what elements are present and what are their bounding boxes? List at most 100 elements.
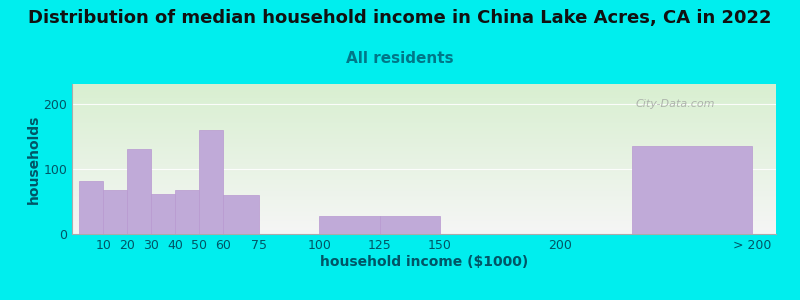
Bar — [72, 220, 776, 221]
Bar — [72, 159, 776, 160]
Bar — [72, 178, 776, 179]
Bar — [72, 198, 776, 199]
Bar — [72, 87, 776, 88]
Bar — [379, 216, 440, 234]
Bar — [72, 120, 776, 121]
Bar — [72, 143, 776, 144]
Bar — [72, 158, 776, 159]
Bar — [72, 210, 776, 211]
Bar — [72, 137, 776, 138]
Bar — [72, 219, 776, 220]
Bar — [72, 167, 776, 168]
Bar — [72, 155, 776, 156]
Bar — [72, 85, 776, 86]
Bar — [72, 121, 776, 122]
Bar — [72, 185, 776, 186]
Bar — [72, 130, 776, 131]
Bar — [72, 99, 776, 100]
Bar — [72, 208, 776, 209]
Bar — [72, 156, 776, 157]
Bar — [151, 194, 175, 234]
Bar — [72, 91, 776, 92]
Bar — [72, 230, 776, 231]
Bar — [72, 191, 776, 192]
Bar — [72, 128, 776, 129]
Bar — [72, 92, 776, 93]
Bar — [72, 94, 776, 95]
Bar — [72, 183, 776, 184]
Bar — [72, 84, 776, 85]
Bar — [72, 221, 776, 222]
Bar — [72, 118, 776, 119]
Bar — [72, 231, 776, 232]
Bar — [72, 138, 776, 139]
Bar — [72, 216, 776, 217]
Bar — [72, 96, 776, 97]
Bar — [72, 205, 776, 206]
Bar — [72, 209, 776, 210]
Bar — [72, 193, 776, 194]
Bar — [72, 134, 776, 135]
Bar — [72, 227, 776, 228]
Bar — [72, 160, 776, 161]
Bar — [72, 125, 776, 126]
Bar — [72, 194, 776, 195]
Bar — [72, 144, 776, 145]
Bar — [72, 181, 776, 182]
Bar — [72, 95, 776, 96]
Bar — [175, 190, 199, 234]
Bar — [72, 228, 776, 229]
Bar — [72, 207, 776, 208]
Bar — [72, 123, 776, 124]
Bar — [72, 217, 776, 218]
Bar — [72, 177, 776, 178]
Bar — [72, 141, 776, 142]
Bar — [72, 118, 776, 119]
Bar — [72, 215, 776, 216]
Bar — [72, 151, 776, 152]
Bar — [72, 139, 776, 140]
Bar — [72, 117, 776, 118]
Bar — [72, 107, 776, 108]
Bar — [72, 224, 776, 225]
Bar — [72, 152, 776, 153]
Bar — [79, 181, 103, 234]
Bar — [72, 174, 776, 175]
Bar — [72, 140, 776, 141]
Bar — [72, 188, 776, 189]
Bar — [72, 195, 776, 196]
Bar — [103, 190, 127, 234]
X-axis label: household income ($1000): household income ($1000) — [320, 255, 528, 268]
Bar — [72, 212, 776, 213]
Bar — [72, 162, 776, 163]
Bar — [72, 157, 776, 158]
Bar — [72, 184, 776, 185]
Bar — [72, 89, 776, 90]
Bar — [72, 170, 776, 171]
Bar — [72, 213, 776, 214]
Bar — [127, 149, 151, 234]
Bar — [72, 153, 776, 154]
Bar — [72, 186, 776, 187]
Bar — [72, 187, 776, 188]
Bar — [72, 180, 776, 181]
Bar — [223, 195, 259, 234]
Bar — [72, 196, 776, 197]
Bar — [72, 109, 776, 110]
Bar — [72, 223, 776, 224]
Bar — [72, 229, 776, 230]
Bar — [72, 200, 776, 201]
Bar — [72, 203, 776, 204]
Bar — [72, 111, 776, 112]
Bar — [72, 199, 776, 200]
Bar — [72, 222, 776, 223]
Bar — [72, 233, 776, 234]
Bar — [72, 119, 776, 120]
Bar — [72, 218, 776, 219]
Bar — [72, 168, 776, 169]
Bar — [72, 98, 776, 99]
Bar — [72, 146, 776, 147]
Bar — [72, 201, 776, 202]
Bar — [72, 116, 776, 117]
Bar — [72, 166, 776, 167]
